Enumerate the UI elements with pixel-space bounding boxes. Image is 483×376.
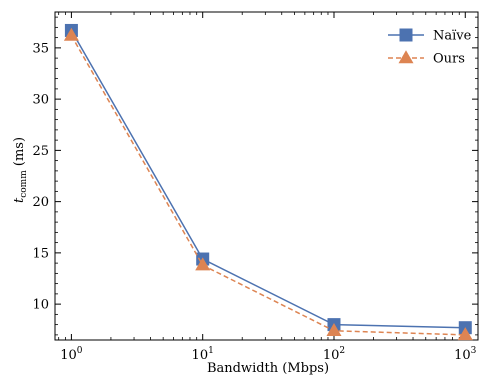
series-line xyxy=(70,35,466,336)
legend-item: Ours xyxy=(388,50,465,67)
y-axis: 10 15 20 25 30 35 xyxy=(32,16,478,336)
x-axis-label: Bandwidth (Mbps) xyxy=(207,361,329,376)
legend: Naïve Ours xyxy=(388,28,472,67)
y-tick-label: 25 xyxy=(32,144,49,159)
plot-frame xyxy=(54,11,479,341)
y-tick-label: 15 xyxy=(32,246,49,261)
y-axis-label-subscript: comm xyxy=(19,170,29,198)
y-tick-label: 20 xyxy=(32,195,49,210)
data-point xyxy=(326,322,342,336)
y-tick-label: 10 xyxy=(32,298,49,313)
x-tick-label: 102 xyxy=(323,346,345,363)
data-point xyxy=(457,327,473,341)
y-axis-label-unit: (ms) xyxy=(12,137,27,170)
legend-item: Naïve xyxy=(388,28,472,44)
series-line xyxy=(70,30,466,329)
y-tick-label: 35 xyxy=(32,41,49,56)
y-tick-label: 30 xyxy=(32,93,49,108)
x-tick-label: 101 xyxy=(192,346,214,363)
plot-border xyxy=(54,11,479,341)
x-tick-label: 100 xyxy=(60,346,83,363)
legend-marker xyxy=(399,28,413,42)
x-axis: 100 101 102 103 xyxy=(58,12,477,363)
data-point xyxy=(63,27,79,41)
series-layer xyxy=(63,23,473,341)
legend-label: Naïve xyxy=(433,29,472,44)
series-triangle xyxy=(63,27,473,341)
data-point xyxy=(195,257,211,271)
y-axis-label: tcomm (ms) xyxy=(12,137,29,203)
series-square xyxy=(64,23,472,335)
legend-label: Ours xyxy=(433,52,465,67)
y-axis-label-main: t xyxy=(12,197,27,203)
legend-marker xyxy=(398,50,414,64)
x-tick-label: 103 xyxy=(454,346,477,363)
